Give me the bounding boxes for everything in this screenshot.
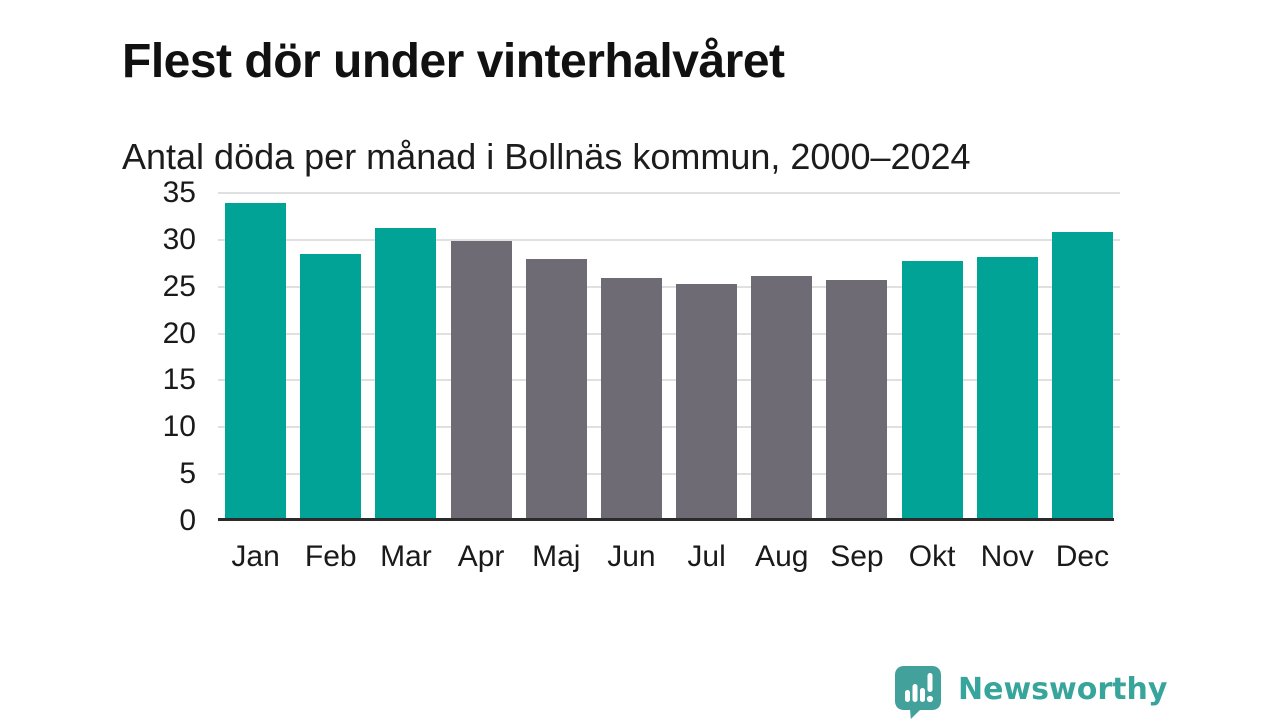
x-tick-label-nov: Nov xyxy=(980,540,1034,573)
brand-name: Newsworthy xyxy=(958,672,1168,707)
y-tick-label-30: 30 xyxy=(162,222,196,256)
x-tick-label-okt: Okt xyxy=(908,540,956,573)
x-tick-label-aug: Aug xyxy=(755,540,809,573)
logo-bar-1 xyxy=(905,690,910,702)
newsworthy-logo-icon xyxy=(895,666,941,719)
y-tick-label-10: 10 xyxy=(162,410,196,444)
gridline-15 xyxy=(218,379,1120,382)
gridline-35 xyxy=(218,192,1120,194)
x-tick-label-sep: Sep xyxy=(830,540,884,573)
y-tick-label-20: 20 xyxy=(162,316,196,350)
y-tick-label-0: 0 xyxy=(179,504,196,537)
gridline-30 xyxy=(218,238,1120,241)
x-axis: Jan Feb Mar Apr Maj Jun Jul Aug Sep Okt Nov Dec xyxy=(218,540,1120,578)
x-tick-label-mar: Mar xyxy=(380,540,432,573)
bar-jan xyxy=(225,203,287,521)
gridline-5 xyxy=(218,473,1120,476)
bar-aug xyxy=(751,276,813,521)
y-tick-label-25: 25 xyxy=(162,269,196,303)
bar-feb xyxy=(300,253,362,521)
logo-exclamation-dot xyxy=(926,695,934,703)
bar-nov xyxy=(976,256,1038,521)
bar-jun xyxy=(600,278,662,521)
bar-maj xyxy=(525,258,587,521)
x-tick-label-jun: Jun xyxy=(607,540,656,573)
chart-subtitle: Antal döda per månad i Bollnäs kommun, 2… xyxy=(122,135,971,177)
gridline-25 xyxy=(218,285,1120,288)
bar-okt xyxy=(901,261,963,521)
gridline-10 xyxy=(218,426,1120,429)
x-tick-label-dec: Dec xyxy=(1055,540,1110,573)
y-axis: 0 5 10 15 20 25 30 35 xyxy=(0,178,196,536)
x-axis-line xyxy=(218,518,1114,521)
bar-jul xyxy=(676,283,738,521)
logo-bar-2 xyxy=(912,684,918,702)
bar-mar xyxy=(375,227,437,521)
x-tick-label-maj: Maj xyxy=(532,540,581,573)
y-tick-label-15: 15 xyxy=(162,363,196,397)
bar-sep xyxy=(826,280,888,521)
gridline-20 xyxy=(218,332,1120,335)
logo-bar-3 xyxy=(920,688,925,702)
x-tick-label-jan: Jan xyxy=(231,540,280,573)
y-tick-label-35: 35 xyxy=(162,176,196,209)
y-tick-label-5: 5 xyxy=(179,457,196,491)
x-tick-label-feb: Feb xyxy=(304,540,357,573)
chart-title: Flest dör under vinterhalvåret xyxy=(122,35,785,89)
bar-dec xyxy=(1051,232,1113,521)
x-tick-label-apr: Apr xyxy=(457,540,505,573)
bar-apr xyxy=(450,240,512,521)
x-tick-label-jul: Jul xyxy=(687,540,726,573)
plot-area xyxy=(218,192,1120,521)
logo-exclamation-bar xyxy=(927,673,933,692)
